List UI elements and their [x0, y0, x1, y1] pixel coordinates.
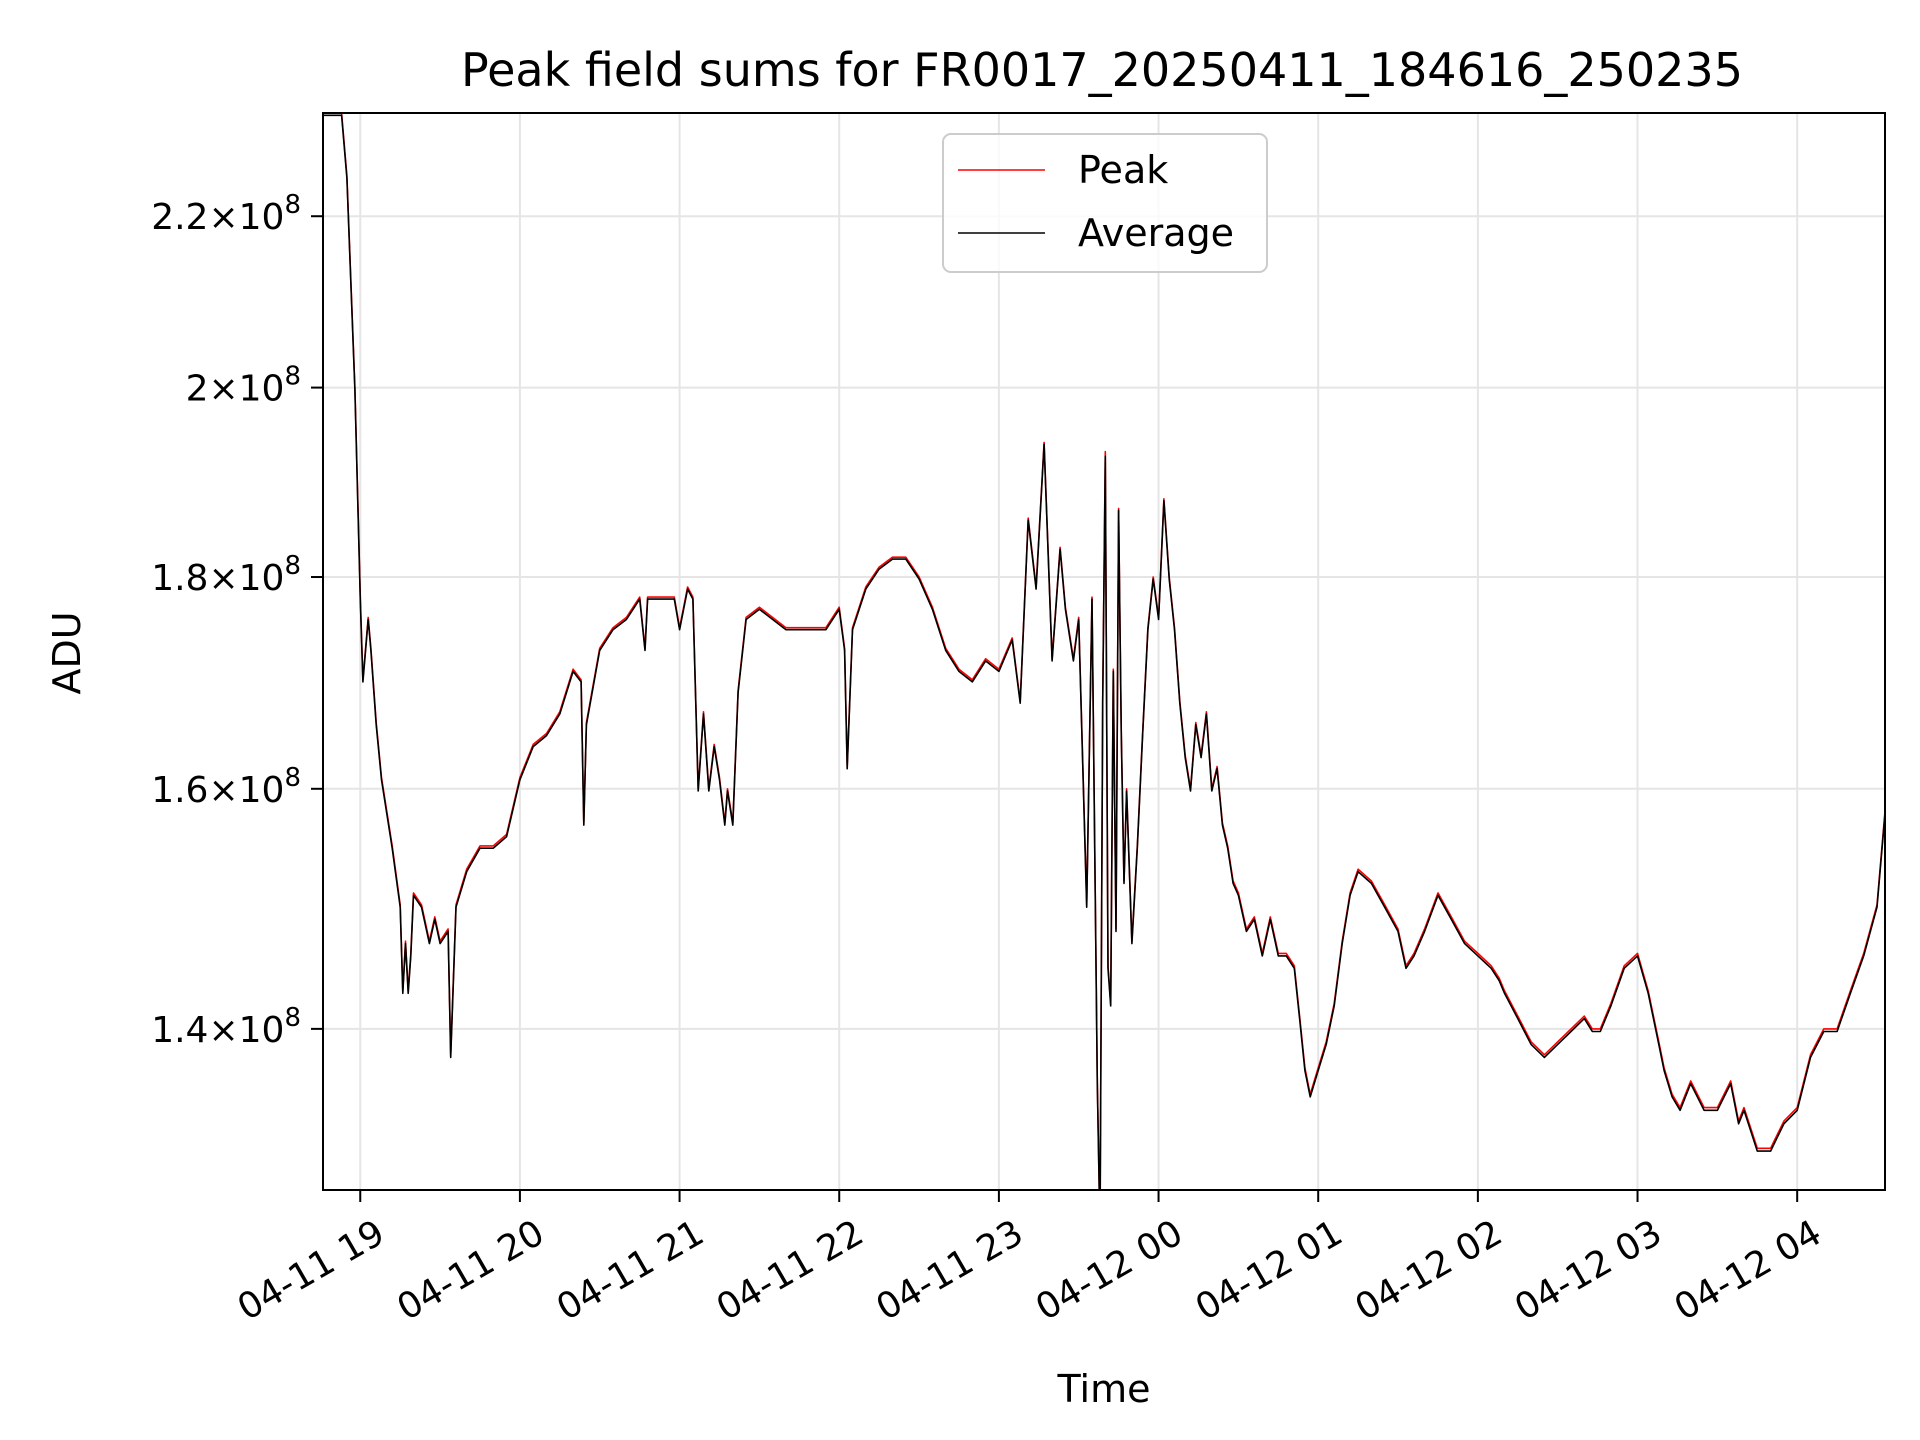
y-tick-label: 1.6×108	[151, 763, 301, 811]
y-tick-exponent: 8	[284, 190, 301, 220]
y-tick-mantissa: 2	[186, 369, 209, 410]
x-axis-label: Time	[1057, 1367, 1151, 1411]
series-line-average	[323, 114, 1885, 1190]
y-tick-times: ×	[208, 558, 238, 599]
y-tick-mantissa: 1.4	[151, 1010, 208, 1051]
y-tick-times: ×	[208, 1010, 238, 1051]
legend-box	[942, 133, 1268, 273]
y-tick-exponent: 8	[284, 763, 301, 793]
y-tick-exponent: 8	[284, 1003, 301, 1033]
series-layer	[323, 113, 1885, 1190]
y-tick-mantissa: 2.2	[151, 197, 208, 238]
y-tick-label: 1.8×108	[151, 551, 301, 599]
y-tick-times: ×	[208, 197, 238, 238]
y-axis-label: ADU	[45, 611, 89, 694]
y-tick-times: ×	[208, 369, 238, 410]
chart-title: Peak field sums for FR0017_20250411_1846…	[461, 43, 1743, 97]
legend-label-average: Average	[1078, 211, 1234, 255]
y-tick-base: 10	[239, 369, 285, 410]
series-line-peak	[323, 113, 1885, 1190]
y-tick-label: 2×108	[186, 362, 301, 410]
y-tick-exponent: 8	[284, 551, 301, 581]
y-tick-exponent: 8	[284, 362, 301, 392]
y-tick-base: 10	[239, 770, 285, 811]
plot-frame	[322, 112, 1886, 1191]
y-tick-label: 1.4×108	[151, 1003, 301, 1051]
y-tick-mantissa: 1.8	[151, 558, 208, 599]
y-tick-base: 10	[239, 197, 285, 238]
y-tick-times: ×	[208, 770, 238, 811]
y-tick-mantissa: 1.6	[151, 770, 208, 811]
legend-label-peak: Peak	[1078, 148, 1168, 192]
y-tick-base: 10	[239, 558, 285, 599]
y-tick-label: 2.2×108	[151, 190, 301, 238]
y-tick-base: 10	[239, 1010, 285, 1051]
legend: Peak Average	[942, 133, 1268, 273]
